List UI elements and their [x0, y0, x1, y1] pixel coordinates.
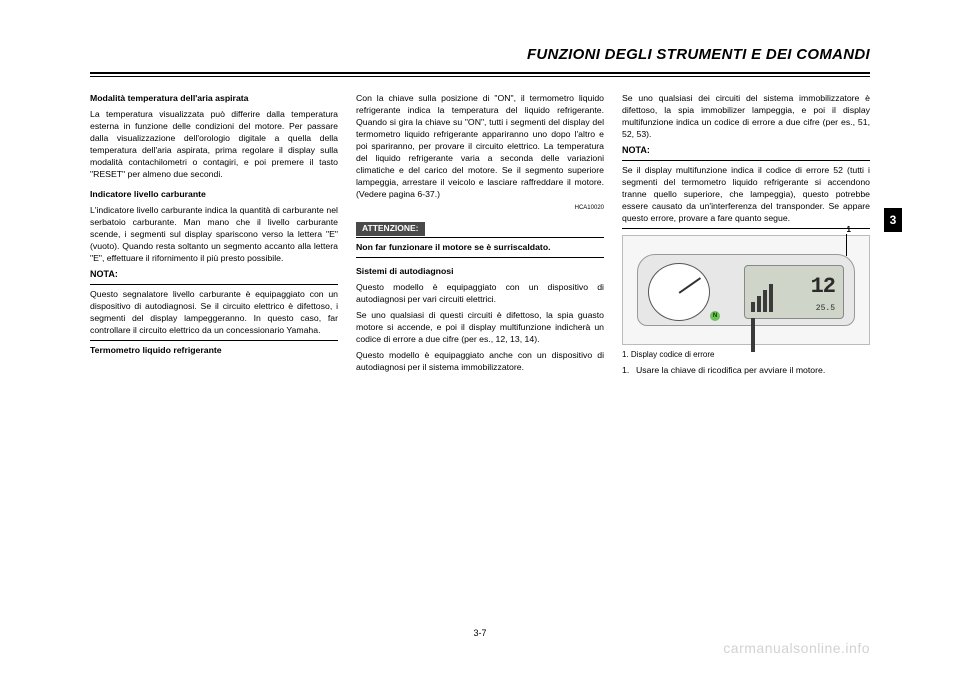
- para-selfdiag-1: Questo modello è equipaggiato con un dis…: [356, 281, 604, 305]
- subhead-selfdiag: Sistemi di autodiagnosi: [356, 265, 604, 277]
- subhead-fuel: Indicatore livello carburante: [90, 188, 338, 200]
- attenzione-rule-a: [356, 237, 604, 238]
- nota-rule-1b: [90, 340, 338, 341]
- subhead-coolant: Termometro liquido refrigerante: [90, 344, 338, 356]
- nota-text-2: Se il display multifunzione indica il co…: [622, 164, 870, 224]
- dash-body: N 12 25.5: [637, 254, 855, 326]
- para-fuel: L'indicatore livello carburante indica l…: [90, 204, 338, 264]
- watermark: carmanualsonline.info: [723, 640, 870, 656]
- nota-rule-2a: [622, 160, 870, 161]
- step-1: 1. Usare la chiave di ricodifica per avv…: [622, 364, 870, 376]
- page-number: 3-7: [0, 628, 960, 638]
- step-1-num: 1.: [622, 364, 636, 376]
- callout-number: 1: [847, 224, 851, 235]
- neutral-indicator: N: [710, 311, 720, 321]
- attenzione-label: ATTENZIONE:: [356, 222, 425, 236]
- lcd-bar-graph: [751, 272, 779, 312]
- step-1-text: Usare la chiave di ricodifica per avviar…: [636, 364, 825, 376]
- header-rule-thin: [90, 76, 870, 77]
- nota-text-1: Questo segnalatore livello carburante è …: [90, 288, 338, 336]
- manual-page: FUNZIONI DEGLI STRUMENTI E DEI COMANDI 3…: [0, 0, 960, 678]
- lcd-error-code: 12: [811, 272, 835, 302]
- attenzione-text: Non far funzionare il motore se è surris…: [356, 241, 604, 253]
- code-hca: HCA10020: [356, 204, 604, 212]
- figure-caption: 1. Display codice di errore: [622, 349, 870, 360]
- tachometer-gauge: [648, 263, 710, 321]
- para-temp-mode: La temperatura visualizzata può differir…: [90, 108, 338, 180]
- para-coolant: Con la chiave sulla posizione di "ON", i…: [356, 92, 604, 200]
- lcd-readout: 25.5: [816, 303, 835, 314]
- nota-rule-1a: [90, 284, 338, 285]
- para-selfdiag-2: Se uno qualsiasi di questi circuiti è di…: [356, 309, 604, 345]
- lcd-panel: 12 25.5: [744, 265, 844, 319]
- page-title: FUNZIONI DEGLI STRUMENTI E DEI COMANDI: [527, 46, 870, 63]
- nota-label-2: NOTA:: [622, 144, 870, 156]
- attenzione-rule-b: [356, 257, 604, 258]
- dashboard-illustration: 1 N 12 25.5: [622, 235, 870, 345]
- nota-rule-2b: [622, 228, 870, 229]
- section-tab: 3: [884, 208, 902, 232]
- para-selfdiag-3: Questo modello è equipaggiato anche con …: [356, 349, 604, 373]
- body-columns: Modalità temperatura dell'aria aspirata …: [90, 92, 870, 618]
- para-immobilizer: Se uno qualsiasi dei circuiti del sistem…: [622, 92, 870, 140]
- nota-label-1: NOTA:: [90, 268, 338, 280]
- subhead-temp-mode: Modalità temperatura dell'aria aspirata: [90, 92, 338, 104]
- callout-line: [846, 234, 847, 256]
- header-rule-thick: [90, 72, 870, 74]
